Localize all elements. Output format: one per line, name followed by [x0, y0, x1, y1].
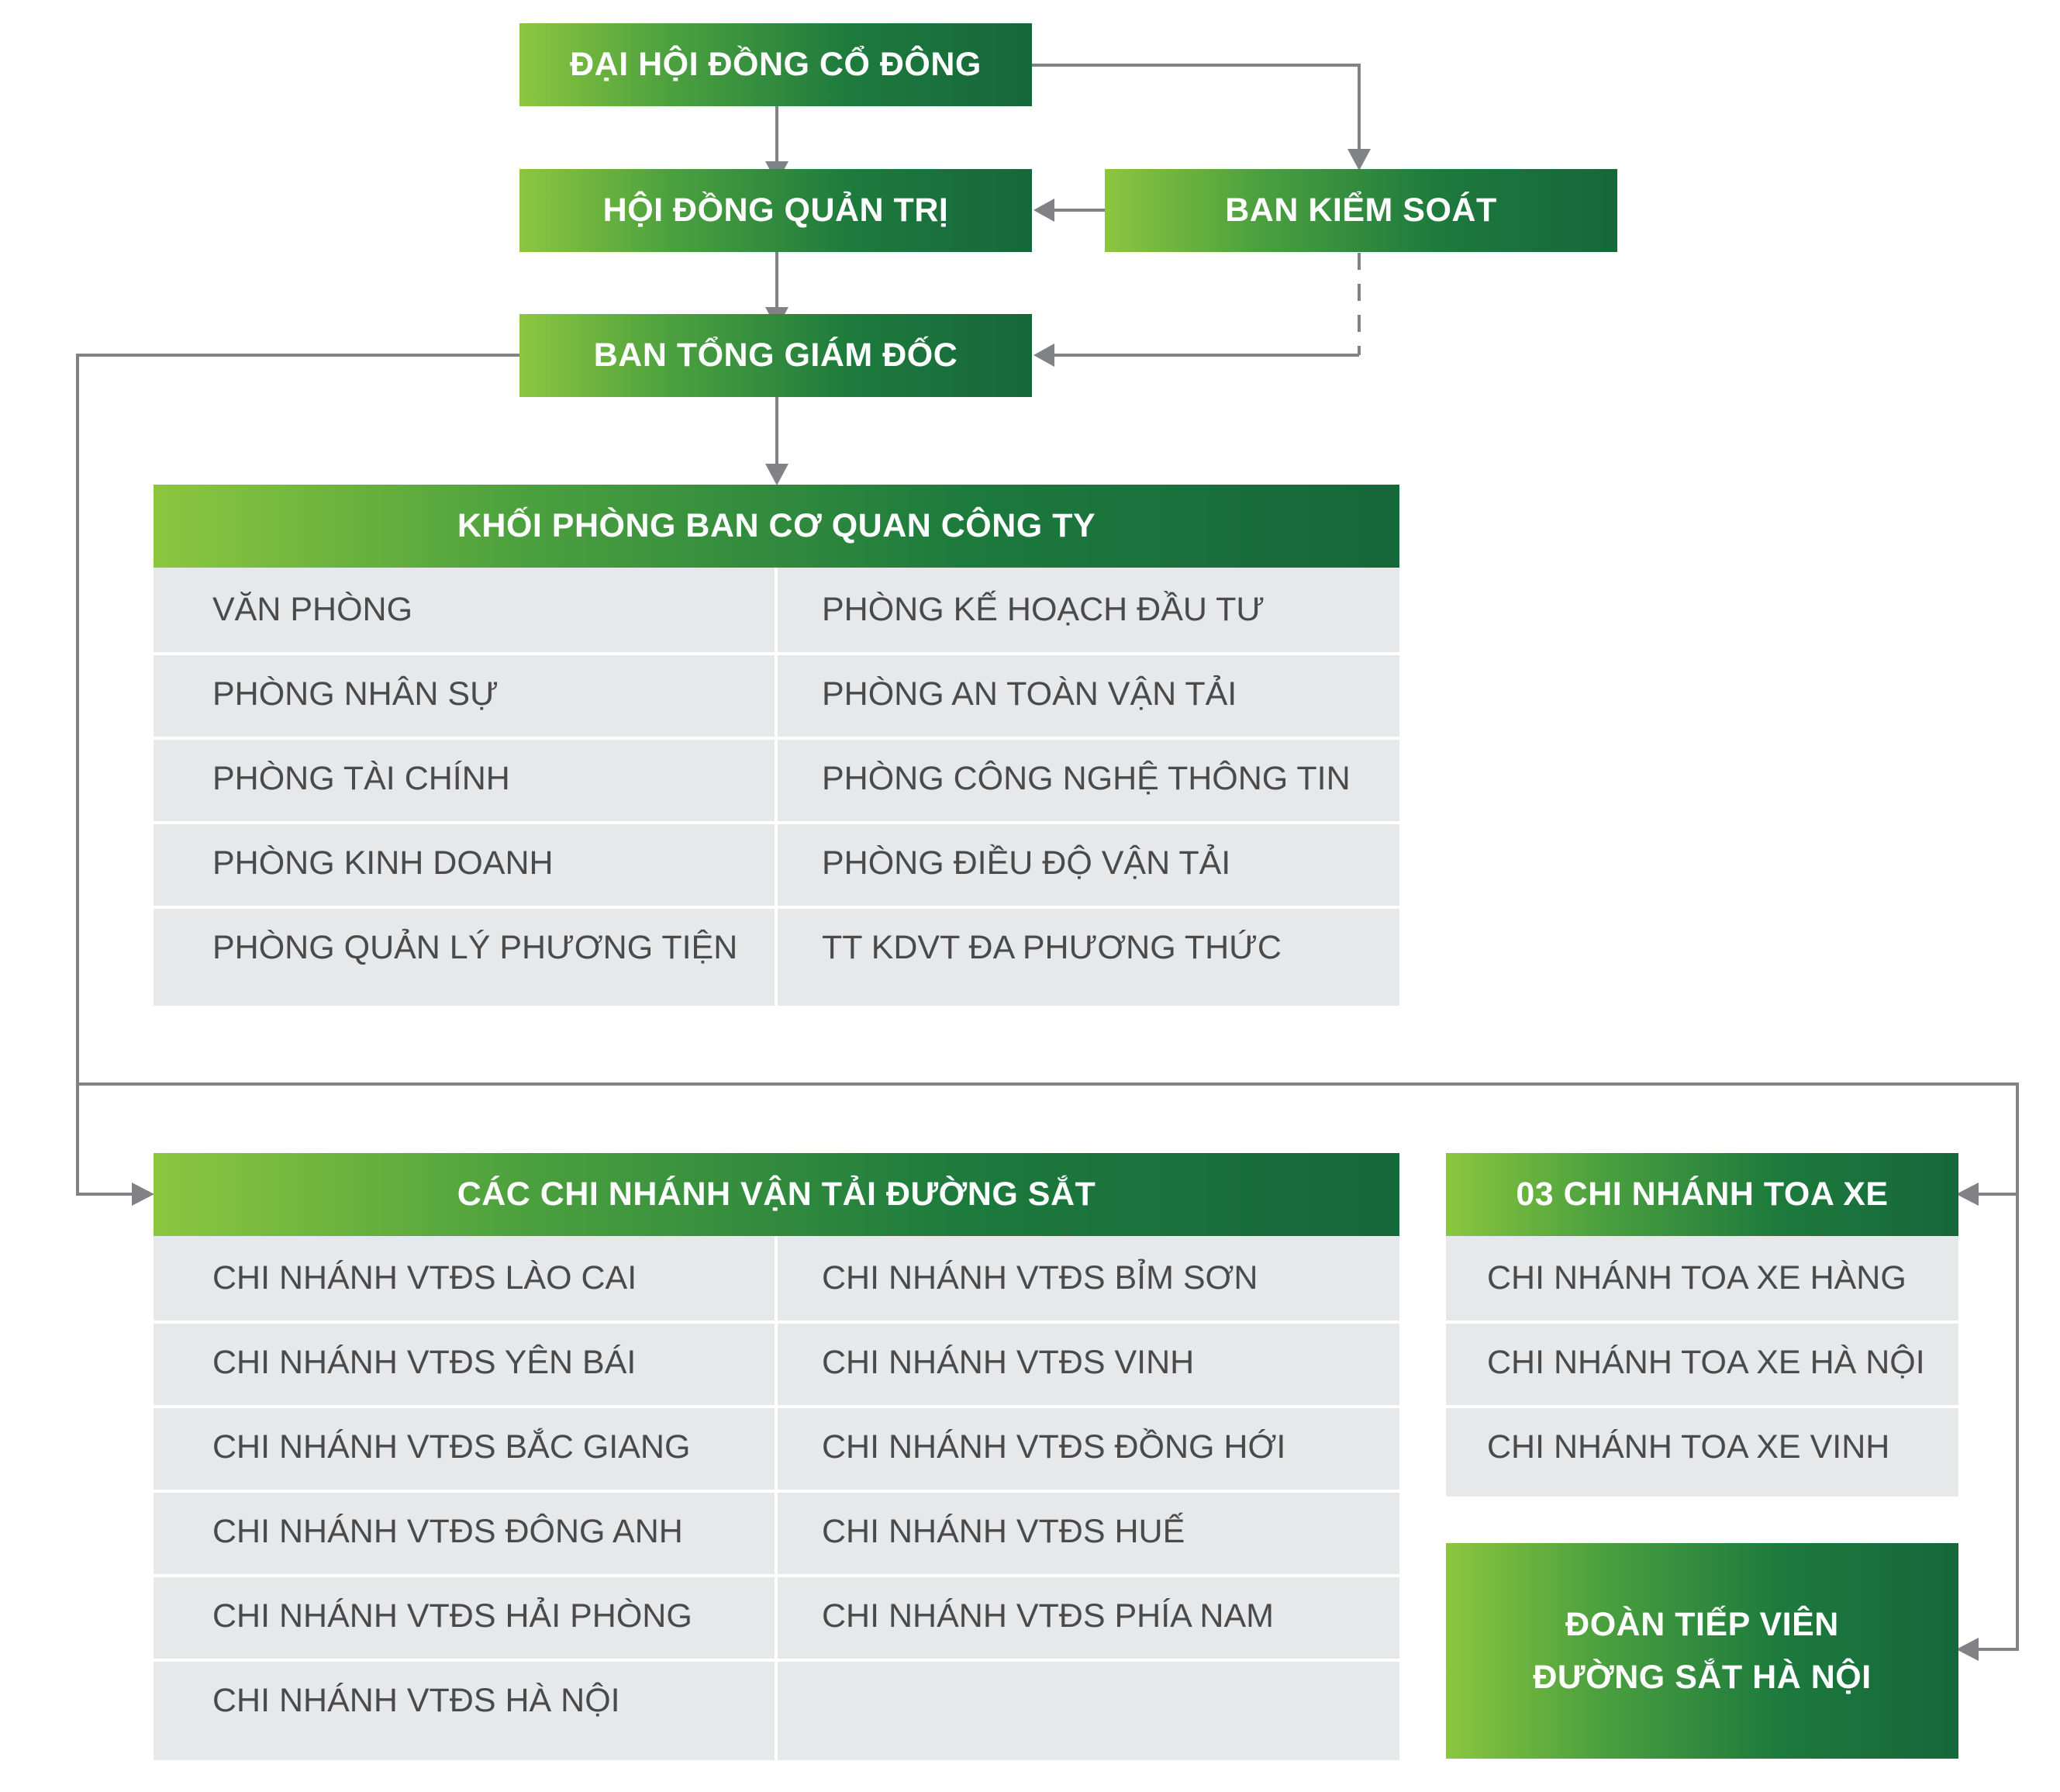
- arrowhead-to-branches: [132, 1183, 154, 1206]
- branch-item: CHI NHÁNH VTĐS BỈM SƠN: [822, 1259, 1258, 1297]
- grid-divider: [775, 568, 778, 1006]
- row-divider: [154, 1490, 1399, 1493]
- grid-divider: [775, 1236, 778, 1760]
- branch-item: CHI NHÁNH VTĐS ĐÔNG ANH: [212, 1513, 683, 1550]
- row-divider: [154, 1659, 1399, 1662]
- departments-header: KHỐI PHÒNG BAN CƠ QUAN CÔNG TY: [154, 485, 1399, 568]
- department-item: PHÒNG CÔNG NGHỆ THÔNG TIN: [822, 760, 1351, 797]
- department-item: PHÒNG AN TOÀN VẬN TẢI: [822, 675, 1237, 713]
- branch-item: CHI NHÁNH VTĐS VINH: [822, 1344, 1195, 1381]
- arrowhead-departments: [765, 464, 788, 485]
- branch-item: CHI NHÁNH VTĐS HÀ NỘI: [212, 1682, 620, 1719]
- branch-item: CHI NHÁNH VTĐS PHÍA NAM: [822, 1597, 1274, 1635]
- row-divider: [154, 1321, 1399, 1324]
- branch-item: CHI NHÁNH VTĐS HUẾ: [822, 1513, 1185, 1550]
- attendants-node: ĐOÀN TIẾP VIÊN ĐƯỜNG SẮT HÀ NỘI: [1446, 1543, 1958, 1759]
- department-item: PHÒNG TÀI CHÍNH: [212, 760, 510, 797]
- departments-grid: VĂN PHÒNG PHÒNG NHÂN SỰ PHÒNG TÀI CHÍNH …: [154, 568, 1399, 1006]
- row-divider: [154, 652, 1399, 655]
- attendants-line2: ĐƯỜNG SẮT HÀ NỘI: [1533, 1659, 1872, 1696]
- shareholders-label: ĐẠI HỘI ĐỒNG CỔ ĐÔNG: [570, 46, 982, 83]
- branches-title: CÁC CHI NHÁNH VẬN TẢI ĐƯỜNG SẮT: [457, 1176, 1096, 1213]
- supervisory-node: BAN KIỂM SOÁT: [1105, 169, 1617, 252]
- wagon-item: CHI NHÁNH TOA XE VINH: [1487, 1428, 1890, 1466]
- attendants-line1: ĐOÀN TIẾP VIÊN: [1565, 1606, 1839, 1643]
- arrow-shareholders-to-supervisory: [1032, 64, 1361, 163]
- row-divider: [154, 821, 1399, 824]
- board-node: HỘI ĐỒNG QUẢN TRỊ: [519, 169, 1032, 252]
- branch-item: CHI NHÁNH VTĐS ĐỒNG HỚI: [822, 1428, 1286, 1466]
- department-item: PHÒNG NHÂN SỰ: [212, 675, 499, 713]
- row-divider: [1446, 1321, 1958, 1324]
- row-divider: [154, 1574, 1399, 1577]
- shareholders-node: ĐẠI HỘI ĐỒNG CỔ ĐÔNG: [519, 23, 1032, 106]
- department-item: PHÒNG KẾ HOẠCH ĐẦU TƯ: [822, 591, 1265, 628]
- branch-item: CHI NHÁNH VTĐS BẮC GIANG: [212, 1428, 691, 1466]
- department-item: PHÒNG QUẢN LÝ PHƯƠNG TIỆN: [212, 929, 738, 966]
- management-node: BAN TỔNG GIÁM ĐỐC: [519, 314, 1032, 397]
- row-divider: [154, 737, 1399, 740]
- branches-header: CÁC CHI NHÁNH VẬN TẢI ĐƯỜNG SẮT: [154, 1153, 1399, 1236]
- management-label: BAN TỔNG GIÁM ĐỐC: [593, 337, 958, 374]
- branch-item: CHI NHÁNH VTĐS HẢI PHÒNG: [212, 1597, 692, 1635]
- supervisory-label: BAN KIỂM SOÁT: [1225, 192, 1497, 229]
- arrowhead-supervisory-to-board: [1033, 199, 1054, 222]
- row-divider: [154, 1405, 1399, 1408]
- department-item: PHÒNG ĐIỀU ĐỘ VẬN TẢI: [822, 844, 1231, 882]
- row-divider: [1446, 1405, 1958, 1408]
- board-label: HỘI ĐỒNG QUẢN TRỊ: [602, 192, 949, 229]
- wagon-item: CHI NHÁNH TOA XE HÀNG: [1487, 1259, 1906, 1297]
- arrowhead-supervisory: [1347, 149, 1371, 171]
- departments-title: KHỐI PHÒNG BAN CƠ QUAN CÔNG TY: [457, 507, 1096, 544]
- department-item: VĂN PHÒNG: [212, 591, 413, 628]
- branch-item: CHI NHÁNH VTĐS YÊN BÁI: [212, 1344, 637, 1381]
- branches-grid: CHI NHÁNH VTĐS LÀO CAI CHI NHÁNH VTĐS YÊ…: [154, 1236, 1399, 1760]
- wagons-header: 03 CHI NHÁNH TOA XE: [1446, 1153, 1958, 1236]
- branch-item: CHI NHÁNH VTĐS LÀO CAI: [212, 1259, 637, 1297]
- wagon-item: CHI NHÁNH TOA XE HÀ NỘI: [1487, 1344, 1925, 1381]
- wagons-grid: CHI NHÁNH TOA XE HÀNG CHI NHÁNH TOA XE H…: [1446, 1236, 1958, 1497]
- arrowhead-to-wagons: [1956, 1183, 1979, 1206]
- wagons-title: 03 CHI NHÁNH TOA XE: [1516, 1176, 1889, 1213]
- department-item: TT KDVT ĐA PHƯƠNG THỨC: [822, 929, 1282, 966]
- arrowhead-to-attendants: [1956, 1638, 1979, 1661]
- arrowhead-to-management: [1033, 344, 1054, 367]
- management-left-trunk: [76, 354, 519, 1196]
- row-divider: [154, 906, 1399, 909]
- right-trunk: [78, 1082, 2019, 1651]
- department-item: PHÒNG KINH DOANH: [212, 844, 554, 882]
